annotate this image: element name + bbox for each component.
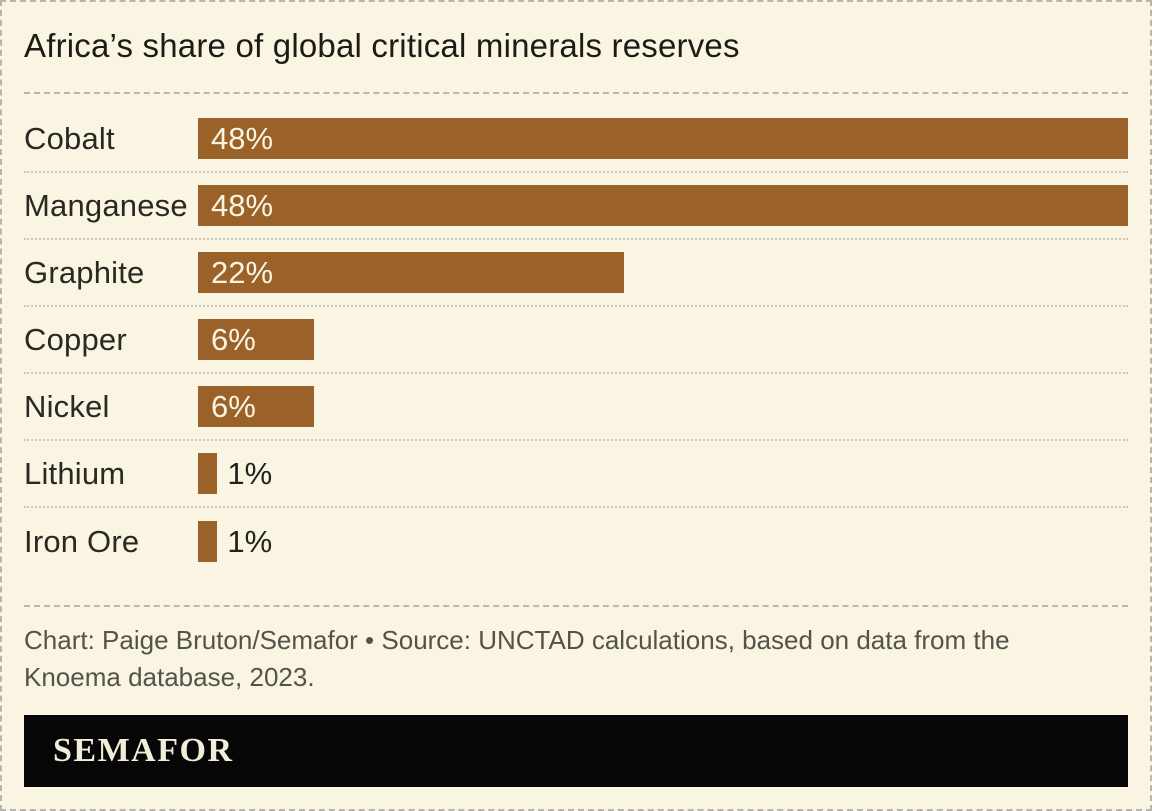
bar [198, 453, 218, 494]
bar-chart: Cobalt 48% Manganese 48% Graphite 22% Copper 6%… [24, 94, 1128, 575]
footer-separator [24, 605, 1128, 607]
credit-line-2: Knoema database, 2023. [24, 662, 315, 692]
category-label: Copper [24, 321, 127, 357]
chart-row: Iron Ore 1% [24, 508, 1128, 575]
chart-row: Cobalt 48% [24, 106, 1128, 173]
chart-title: Africa’s share of global critical minera… [24, 27, 740, 64]
bar-track: 6% [198, 386, 1128, 427]
bar: 48% [198, 118, 1128, 159]
chart-row: Nickel 6% [24, 374, 1128, 441]
value-label: 22% [211, 254, 274, 290]
bar [198, 521, 218, 562]
title-separator [24, 92, 1128, 94]
bar-track: 48% [198, 185, 1128, 226]
semafor-logo: SEMAFOR [53, 732, 234, 769]
bar: 48% [198, 185, 1128, 226]
category-label: Lithium [24, 455, 126, 491]
chart-row: Lithium 1% [24, 441, 1128, 508]
bar-track: 22% [198, 252, 1128, 293]
category-label: Iron Ore [24, 523, 140, 559]
category-label: Nickel [24, 388, 110, 424]
credit-line-1: Chart: Paige Bruton/Semafor • Source: UN… [24, 625, 1010, 655]
bar: 6% [198, 386, 315, 427]
semafor-banner: SEMAFOR [24, 715, 1128, 787]
bar-track: 1% [198, 521, 1128, 562]
value-label: 6% [211, 321, 256, 357]
bar-track: 6% [198, 319, 1128, 360]
chart-row: Graphite 22% [24, 240, 1128, 307]
value-label: 6% [211, 388, 256, 424]
category-label: Cobalt [24, 120, 115, 156]
credit-text: Chart: Paige Bruton/Semafor • Source: UN… [24, 622, 1128, 696]
value-label: 1% [227, 455, 273, 491]
chart-row: Copper 6% [24, 307, 1128, 374]
category-label: Graphite [24, 254, 145, 290]
value-label: 48% [211, 120, 274, 156]
bar-track: 1% [198, 453, 1128, 494]
bar: 6% [198, 319, 315, 360]
value-label: 1% [227, 523, 273, 559]
category-label: Manganese [24, 187, 188, 223]
chart-row: Manganese 48% [24, 173, 1128, 240]
bar: 22% [198, 252, 625, 293]
value-label: 48% [211, 187, 274, 223]
bar-track: 48% [198, 118, 1128, 159]
